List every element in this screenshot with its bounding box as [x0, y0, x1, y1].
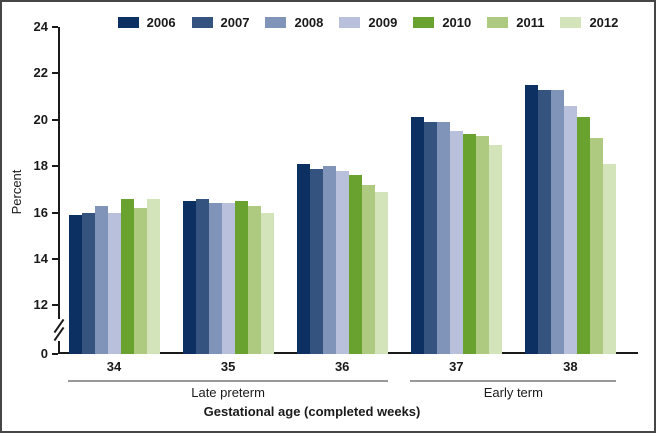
- legend-swatch-2008: [265, 17, 287, 28]
- group-bracket-line: [68, 380, 389, 382]
- y-axis-line: [58, 27, 60, 354]
- bar-2008-37: [436, 122, 450, 354]
- bar-2009-38: [563, 105, 577, 354]
- group-bracket-label: Early term: [483, 385, 543, 400]
- bar-2007-36: [309, 168, 323, 354]
- x-tick-label: 34: [106, 359, 122, 374]
- bar-2012-35: [260, 212, 274, 354]
- legend-label: 2007: [220, 15, 250, 30]
- x-tick-label: 36: [334, 359, 350, 374]
- y-axis-tick: [52, 26, 58, 28]
- bar-2006-36: [296, 163, 310, 354]
- y-tick-label: 0: [40, 346, 48, 361]
- y-axis-tick: [52, 211, 58, 214]
- legend-label: 2010: [442, 15, 472, 30]
- bar-2010-36: [348, 175, 362, 354]
- bar-2010-37: [462, 133, 476, 354]
- bar-2012-36: [374, 191, 388, 354]
- bar-2011-38: [589, 138, 603, 354]
- legend-swatch-2007: [191, 17, 213, 28]
- bar-2006-37: [410, 117, 424, 354]
- legend-swatch-2006: [117, 17, 139, 28]
- bar-2007-35: [195, 198, 209, 354]
- bar-2008-36: [322, 166, 336, 354]
- legend-item-2006: 2006: [117, 15, 176, 30]
- y-axis-tick: [52, 304, 58, 307]
- x-axis-title: Gestational age (completed weeks): [203, 404, 421, 419]
- group-bracket-line: [410, 380, 617, 382]
- bar-2010-38: [576, 117, 590, 354]
- y-tick-label: 12: [33, 297, 48, 313]
- y-tick-label: 22: [33, 65, 48, 81]
- bar-2008-35: [208, 203, 222, 354]
- legend-swatch-2012: [560, 17, 582, 28]
- legend-item-2011: 2011: [487, 15, 544, 30]
- legend-item-2009: 2009: [339, 15, 397, 30]
- y-axis-tick: [52, 118, 58, 121]
- bar-2010-35: [234, 201, 248, 354]
- y-tick-label: 20: [33, 111, 48, 127]
- legend: 2006 2007 2008 2009 2010 2011 2012: [92, 15, 644, 30]
- legend-label: 2012: [589, 15, 619, 30]
- legend-label: 2009: [368, 15, 398, 30]
- legend-item-2007: 2007: [191, 15, 250, 30]
- bar-2012-38: [602, 163, 616, 354]
- legend-label: 2011: [516, 15, 545, 30]
- legend-item-2008: 2008: [265, 15, 323, 30]
- bar-2007-34: [81, 212, 95, 354]
- bar-2008-34: [94, 205, 108, 354]
- x-tick-label: 38: [563, 359, 578, 374]
- y-axis-tick: [52, 165, 58, 168]
- bar-2007-37: [423, 122, 437, 354]
- x-tick-label: 37: [449, 359, 464, 374]
- bar-2006-34: [68, 214, 82, 354]
- y-tick-label: 18: [33, 158, 48, 174]
- legend-swatch-2011: [487, 17, 509, 28]
- y-tick-label: 24: [33, 19, 48, 34]
- legend-item-2010: 2010: [413, 15, 471, 30]
- bar-2006-38: [524, 85, 538, 354]
- y-axis-tick: [52, 72, 58, 75]
- x-tick-label: 35: [220, 359, 236, 374]
- bar-2008-38: [550, 89, 564, 354]
- bar-2007-38: [537, 89, 551, 354]
- legend-item-2012: 2012: [560, 15, 618, 30]
- bar-2009-34: [107, 212, 121, 354]
- bar-2012-37: [488, 145, 502, 354]
- bar-2009-35: [221, 203, 235, 354]
- y-axis-tick: [52, 258, 58, 260]
- legend-label: 2008: [294, 15, 324, 30]
- bar-2009-36: [335, 170, 349, 354]
- group-bracket-label: Late preterm: [191, 385, 265, 400]
- bar-2011-34: [133, 207, 147, 354]
- y-axis-tick: [52, 353, 58, 355]
- legend-swatch-2010: [413, 17, 435, 28]
- bar-2006-35: [182, 201, 196, 354]
- legend-label: 2006: [146, 15, 176, 30]
- bar-2011-35: [247, 205, 261, 354]
- bar-2011-36: [361, 184, 375, 354]
- legend-swatch-2009: [339, 17, 361, 28]
- bar-2011-37: [475, 136, 489, 354]
- bar-2010-34: [120, 198, 134, 354]
- y-tick-label: 16: [33, 204, 48, 220]
- y-tick-label: 14: [33, 251, 48, 266]
- bar-2012-34: [146, 198, 160, 354]
- bar-2009-37: [449, 131, 463, 354]
